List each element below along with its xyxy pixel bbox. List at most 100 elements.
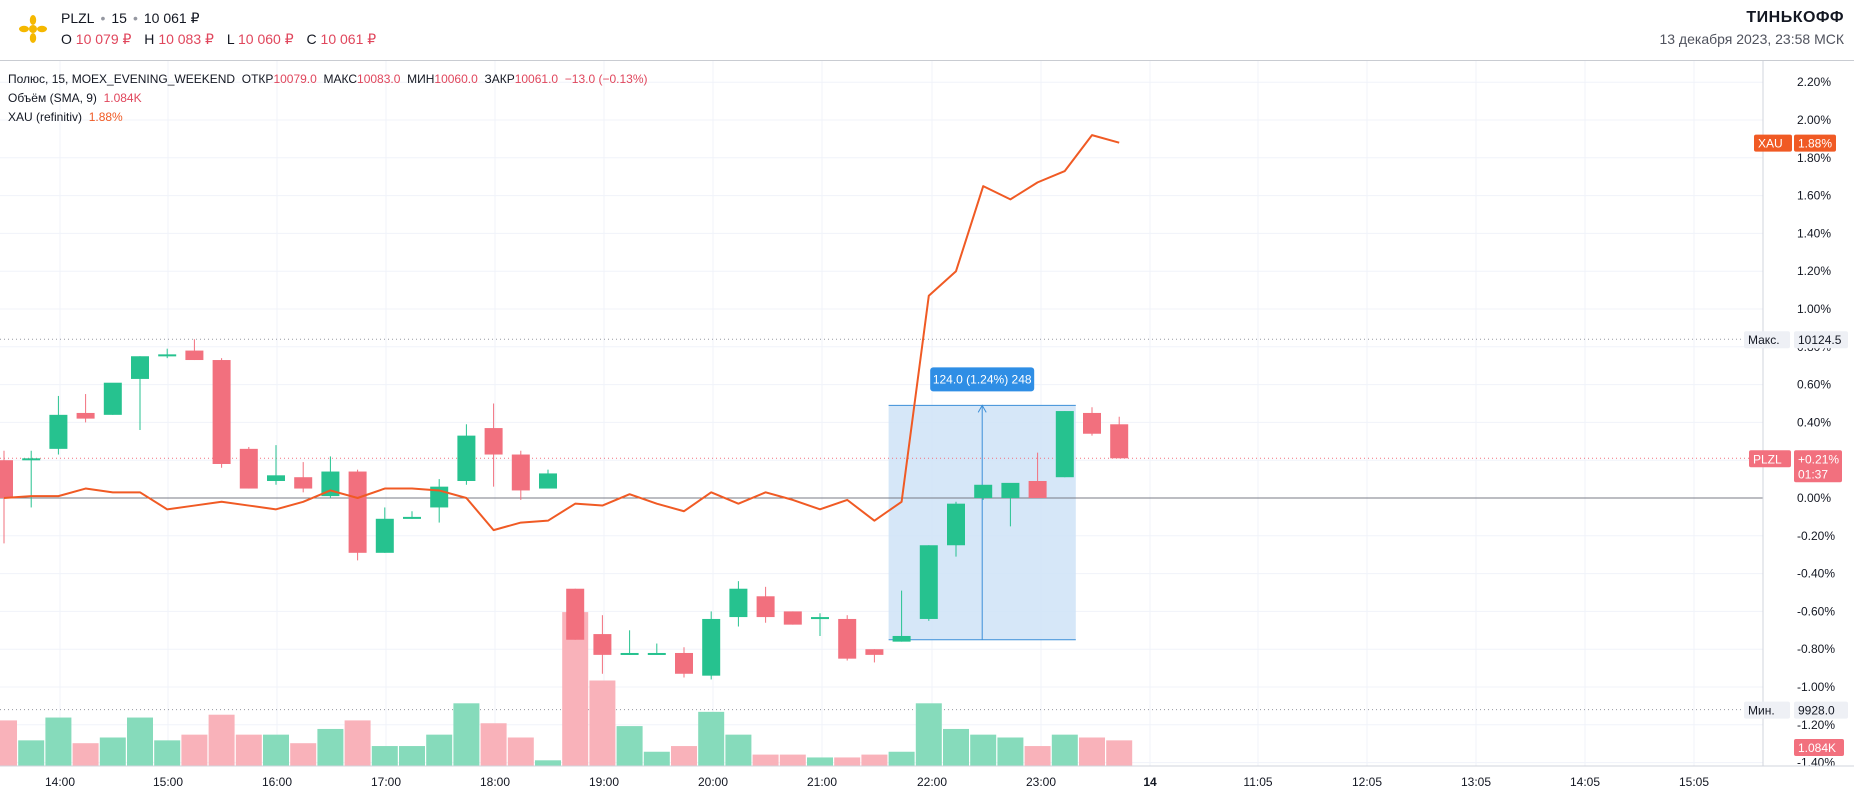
candle-body [1055, 411, 1074, 478]
ohlc-row: O 10 079 ₽ H 10 083 ₽ L 10 060 ₽ C 10 06… [61, 31, 385, 48]
xau-tag-label-box [1754, 134, 1792, 152]
volume-bar [616, 726, 643, 766]
candle-body [375, 518, 394, 553]
legend-close-value: 10061.0 [514, 72, 559, 86]
candle-body [294, 477, 313, 489]
y-tick-label: 1.20% [1797, 264, 1831, 278]
x-tick-label: 20:00 [698, 775, 728, 789]
candle-body [131, 356, 149, 379]
measure-arrow-head [977, 404, 987, 413]
x-tick-label: 14 [1143, 775, 1157, 789]
candle-body [484, 428, 503, 455]
y-tick-label: 1.80% [1797, 151, 1831, 165]
candle-body [947, 503, 965, 546]
x-tick-label: 14:05 [1570, 775, 1600, 789]
max-level-value-box [1794, 331, 1848, 349]
candle-body [892, 635, 911, 642]
x-tick-label: 22:00 [917, 775, 947, 789]
candle-body [0, 460, 13, 498]
volume-bar [480, 723, 507, 766]
symbol-name[interactable]: PLZL [61, 10, 95, 26]
candle-body [756, 596, 775, 618]
ohlc-close-value: 10 061 ₽ [320, 31, 377, 47]
plzl-tag-timer: 01:37 [1798, 467, 1828, 481]
y-tick-label: 2.00% [1797, 113, 1831, 127]
candle-body [593, 634, 612, 655]
candle-body [729, 588, 748, 618]
candle-body [539, 473, 557, 489]
max-level-value: 10124.5 [1798, 333, 1842, 347]
candle-body [811, 617, 829, 620]
volume-bar [453, 703, 480, 766]
legend-volume-label: Объём (SMA, 9) [8, 91, 97, 105]
volume-bar [1106, 740, 1133, 766]
plzl-tag-value: +0.21% [1798, 452, 1839, 466]
candle-body [566, 588, 585, 640]
candle-body [348, 471, 367, 553]
x-tick-label: 15:05 [1679, 775, 1709, 789]
x-tick-label: 12:05 [1352, 775, 1382, 789]
candle-body [702, 618, 721, 676]
volume-bar [344, 720, 371, 766]
legend-title: Полюс, 15, MOEX_EVENING_WEEKEND [8, 72, 236, 86]
volume-bar [834, 757, 861, 766]
y-tick-label: -0.40% [1797, 567, 1835, 581]
legend-high-value: 10083.0 [357, 72, 401, 86]
y-tick-label: -1.20% [1797, 718, 1835, 732]
candle-body [647, 652, 666, 655]
legend-open-label: ОТКР [241, 72, 274, 86]
legend-volume-value: 1.084K [103, 91, 142, 105]
ohlc-low-value: 10 060 ₽ [238, 31, 294, 47]
y-tick-label: -0.80% [1797, 642, 1835, 656]
legend-volume-row[interactable]: Объём (SMA, 9) 1.084K [8, 89, 648, 108]
ohlc-high-value: 10 083 ₽ [158, 31, 214, 47]
volume-bar [1051, 734, 1078, 766]
legend-high-label: МАКС [323, 72, 358, 86]
volume-bar [861, 754, 888, 766]
candle-body [1083, 412, 1101, 434]
x-tick-label: 11:05 [1243, 775, 1272, 789]
volume-bar [317, 728, 344, 766]
tinkoff-logo-icon [19, 15, 47, 43]
min-level-label: Мин. [1748, 704, 1775, 718]
volume-bar [915, 703, 942, 766]
y-tick-label: -1.00% [1797, 680, 1835, 694]
x-tick-label: 17:00 [371, 775, 401, 789]
volume-bar [263, 734, 289, 766]
max-level-label-box [1744, 331, 1790, 349]
ohlc-open-key: O [61, 31, 72, 47]
volume-bar [643, 751, 670, 766]
x-tick-label: 15:00 [153, 775, 183, 789]
volume-tag-box [1794, 739, 1844, 756]
candle-body [919, 545, 938, 619]
plzl-tag-label-box [1749, 450, 1791, 468]
legend-main-row[interactable]: Полюс, 15, MOEX_EVENING_WEEKEND ОТКР1007… [8, 70, 648, 89]
plzl-tag-value-box [1794, 450, 1842, 483]
chart-header: PLZL • 15 • 10 061 ₽ O 10 079 ₽ H 10 083 ₽ L… [0, 0, 1854, 61]
legend-close-label: ЗАКР [484, 72, 515, 86]
symbol-row[interactable]: PLZL • 15 • 10 061 ₽ [61, 10, 200, 26]
chart-legend: Полюс, 15, MOEX_EVENING_WEEKEND ОТКР1007… [8, 70, 648, 127]
volume-bar [0, 720, 17, 766]
volume-bar [1024, 746, 1051, 766]
legend-xau-label: XAU (refinitiv) [8, 110, 83, 124]
x-tick-label: 19:00 [589, 775, 619, 789]
last-price: 10 061 ₽ [143, 10, 200, 26]
volume-bar [426, 734, 453, 766]
volume-bar [208, 714, 235, 766]
volume-bar [235, 734, 262, 766]
candle-body [103, 382, 122, 415]
volume-bar [99, 737, 126, 766]
volume-bar [970, 734, 997, 766]
legend-xau-row[interactable]: XAU (refinitiv) 1.88% [8, 108, 648, 127]
candle-body [403, 516, 421, 519]
candle-body [865, 649, 884, 655]
xau-tag-value: 1.88% [1798, 137, 1832, 151]
interval[interactable]: 15 [111, 10, 127, 26]
candle-body [185, 350, 204, 361]
candle-body [158, 354, 177, 357]
volume-bar [698, 711, 725, 766]
candle-body [212, 360, 231, 464]
candle-body [267, 475, 285, 481]
